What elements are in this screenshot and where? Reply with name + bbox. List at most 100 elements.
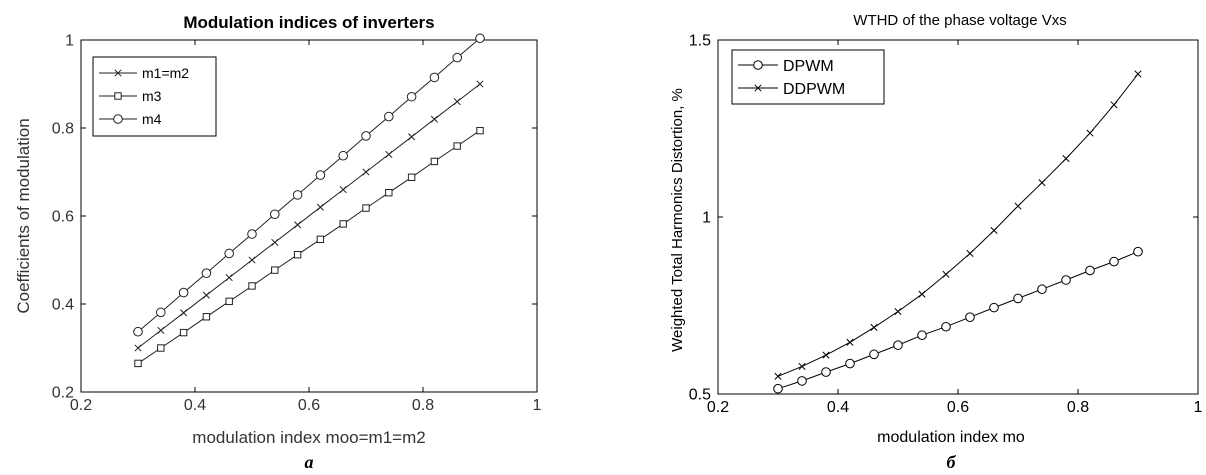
- legend-item-m3: m3: [99, 88, 162, 104]
- data-point: [941, 321, 951, 332]
- data-point: [942, 270, 950, 278]
- data-point: [822, 351, 830, 359]
- data-point: [271, 238, 279, 246]
- data-point: [894, 307, 902, 316]
- panel-a-caption: a: [305, 452, 314, 472]
- data-point: [247, 229, 257, 239]
- panel-a-legend: m1=m2 m3 m4: [92, 56, 217, 137]
- x-tick-label: 0.4: [184, 397, 206, 414]
- data-point: [225, 297, 233, 306]
- data-point: [774, 372, 782, 380]
- data-point: [475, 33, 485, 44]
- data-point: [798, 362, 806, 370]
- data-point: [248, 256, 256, 264]
- panel-b: WTHD of the phase voltage Vxs 0.2 0.4 0.6 0…: [669, 12, 1203, 472]
- data-point: [966, 249, 974, 258]
- legend-marker: [114, 69, 122, 77]
- data-point: [429, 72, 440, 83]
- y-tick-label: 0.2: [52, 385, 74, 402]
- data-point: [430, 115, 438, 123]
- data-point: [316, 235, 325, 244]
- x-tick-label: 0.6: [947, 399, 969, 416]
- data-point: [270, 209, 280, 220]
- data-point: [1014, 202, 1022, 210]
- panel-a: Modulation indices of inverters 0.2 0.4 0.…: [14, 13, 542, 472]
- data-point: [1133, 246, 1143, 257]
- data-point: [893, 340, 903, 350]
- y-tick-label: 1.5: [689, 33, 711, 50]
- legend-item-m1-m2: m1=m2: [99, 65, 189, 81]
- panel-a-y-ticks: 0.2 0.4 0.6 0.8 1: [52, 33, 537, 402]
- legend-label: DDPWM: [783, 81, 845, 98]
- data-point: [385, 150, 393, 158]
- data-point: [385, 188, 393, 197]
- data-point: [202, 291, 210, 299]
- panel-b-legend: DPWM DDPWM: [731, 49, 885, 105]
- data-point: [453, 142, 461, 150]
- panel-b-series: [773, 70, 1143, 394]
- x-tick-label: 0.2: [70, 397, 92, 414]
- data-point: [965, 312, 975, 322]
- legend-marker: [753, 60, 763, 70]
- data-point: [134, 359, 142, 368]
- panel-b-x-axis-label: modulation index mo: [877, 429, 1025, 446]
- data-point: [797, 376, 807, 386]
- legend-item-m4: m4: [99, 111, 162, 127]
- panel-b-x-ticks: 0.2 0.4 0.6 0.8 1: [707, 40, 1203, 416]
- data-point: [134, 344, 142, 352]
- data-point: [338, 150, 349, 161]
- data-point: [156, 307, 166, 318]
- series-m3: [134, 126, 484, 368]
- y-tick-label: 0.6: [52, 209, 74, 226]
- data-point: [180, 309, 188, 317]
- data-point: [157, 344, 165, 352]
- series-line-dpwm: [777, 251, 1139, 390]
- legend-marker: [113, 114, 123, 124]
- data-point: [294, 221, 302, 229]
- x-tick-label: 1: [1194, 399, 1203, 416]
- legend-label: m4: [142, 111, 162, 127]
- legend-label: DPWM: [783, 58, 834, 75]
- data-point: [157, 326, 165, 334]
- data-point: [869, 349, 879, 360]
- x-tick-label: 0.8: [412, 397, 434, 414]
- data-point: [821, 367, 831, 377]
- data-point: [271, 266, 279, 274]
- data-point: [990, 226, 998, 235]
- y-tick-label: 0.4: [52, 297, 74, 314]
- panel-b-legend-box: [731, 49, 885, 105]
- series-line-m1-m2: [137, 83, 481, 349]
- panel-b-y-axis-label: Weighted Total Harmonics Distortion, %: [669, 88, 686, 352]
- data-point: [773, 383, 783, 394]
- data-point: [1061, 275, 1071, 285]
- data-point: [384, 111, 394, 122]
- data-point: [292, 190, 303, 200]
- data-point: [178, 287, 189, 298]
- legend-label: m1=m2: [142, 65, 189, 81]
- data-point: [362, 204, 370, 212]
- data-point: [476, 126, 484, 135]
- data-point: [1109, 256, 1119, 267]
- data-point: [1037, 284, 1047, 295]
- data-point: [201, 268, 212, 279]
- series-line-ddpwm: [777, 73, 1139, 377]
- data-point: [408, 133, 416, 141]
- legend-marker: [114, 92, 122, 100]
- data-point: [1085, 265, 1095, 276]
- data-point: [452, 52, 463, 63]
- data-point: [339, 220, 347, 228]
- series-ddpwm: [774, 70, 1142, 380]
- data-point: [224, 248, 234, 259]
- legend-item-ddpwm: DDPWM: [738, 81, 845, 98]
- panel-a-title: Modulation indices of inverters: [183, 13, 434, 32]
- data-point: [133, 326, 143, 337]
- data-point: [430, 157, 439, 166]
- y-tick-label: 0.5: [689, 387, 711, 404]
- data-point: [1062, 155, 1070, 163]
- series-line-m3: [137, 130, 481, 364]
- data-point: [989, 302, 999, 313]
- panel-a-y-axis-label: Coefficients of modulation: [14, 118, 33, 313]
- data-point: [453, 98, 461, 106]
- data-point: [845, 358, 855, 369]
